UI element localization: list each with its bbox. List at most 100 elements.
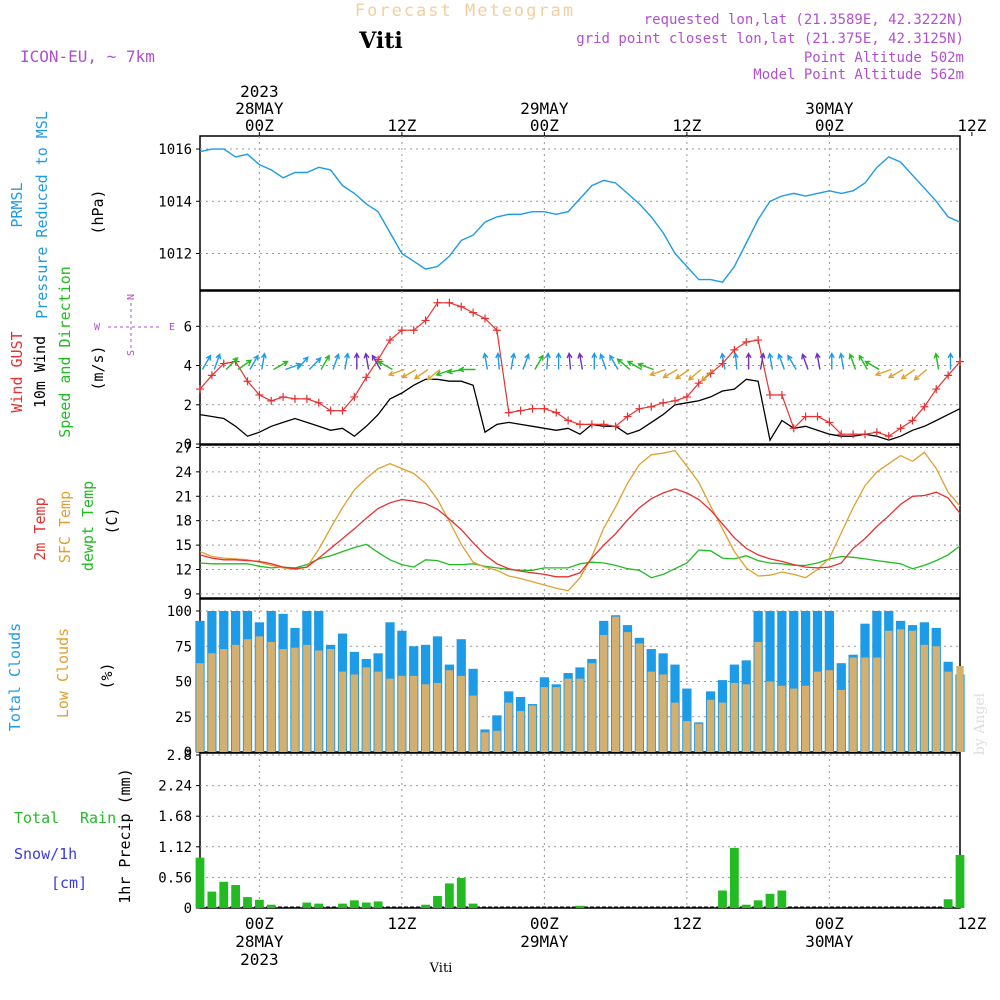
precip-bar: [207, 891, 217, 908]
low-cloud-bar: [196, 663, 204, 752]
precip-bar: [338, 903, 347, 908]
precip-bar: [349, 900, 359, 908]
gust-marker: [267, 396, 276, 405]
t2m-line: [199, 488, 961, 578]
gust-marker: [255, 390, 264, 399]
low-cloud-bar: [552, 687, 560, 752]
gust-marker: [932, 385, 941, 394]
precip-ytick-label: 0: [184, 901, 192, 917]
low-cloud-bar: [659, 674, 667, 752]
temperature-panel: 9 12 15 18 21 24 27: [175, 440, 961, 603]
wind-arrow: [759, 352, 766, 370]
precip-bar: [456, 877, 466, 908]
precip-bar: [729, 847, 739, 908]
top-time-label: 00Z: [245, 116, 274, 135]
clouds-panel: 0 25 50 75 100: [167, 598, 965, 761]
gust-marker: [279, 392, 288, 401]
header-model-alt: Model Point Altitude 562m: [753, 67, 964, 83]
gust-marker: [849, 430, 858, 439]
low-cloud-bar: [932, 646, 940, 752]
wind-ytick-label: 2: [184, 398, 192, 414]
wind-arrow: [401, 368, 417, 379]
gust-marker: [754, 336, 763, 345]
total-cloud-bar: [800, 611, 811, 752]
wind-arrow: [591, 352, 598, 370]
gust-marker: [445, 298, 454, 307]
footer-credit: by Angel: [972, 692, 988, 755]
gust-marker: [730, 345, 739, 354]
gust-marker: [623, 412, 632, 421]
gust-line: [199, 302, 961, 437]
wind-arrow: [767, 352, 774, 370]
wind-arrow: [947, 352, 954, 370]
bottom-time-label: 00Z: [245, 914, 274, 933]
clouds-ytick-label: 0: [184, 745, 192, 761]
low-cloud-bar: [861, 657, 869, 752]
precip-ytick-label: 2.24: [158, 779, 192, 795]
low-cloud-bar: [433, 682, 442, 752]
wind-label-gust: Wind GUST: [8, 331, 26, 412]
low-cloud-bar: [801, 685, 810, 752]
wind-arrow: [201, 354, 212, 370]
low-cloud-bar: [338, 671, 347, 752]
precip-bar: [444, 883, 454, 908]
low-cloud-bar: [837, 689, 845, 752]
wind-arrow: [285, 362, 302, 371]
gust-marker: [207, 371, 216, 380]
low-cloud-bar: [706, 699, 715, 752]
gust-marker: [196, 385, 204, 394]
wind-arrow: [260, 352, 267, 370]
low-cloud-bar: [944, 671, 952, 752]
precip-ytick-label: 1.68: [158, 809, 192, 825]
wind-arrow: [377, 360, 393, 371]
wind-ytick-label: 4: [184, 359, 192, 375]
top-time-label: 12Z: [672, 116, 701, 135]
gust-marker: [397, 326, 406, 335]
clouds-label-unit: (%): [98, 662, 116, 689]
precip-bar: [219, 881, 229, 908]
low-cloud-bar: [421, 684, 430, 752]
wind-arrow: [225, 357, 239, 370]
wind-arrow: [577, 352, 584, 370]
gust-marker: [884, 432, 893, 441]
low-cloud-bar: [493, 730, 501, 752]
gust-marker: [492, 326, 501, 335]
low-cloud-bar: [362, 667, 370, 752]
low-cloud-bar: [469, 695, 477, 752]
wind-arrow: [864, 360, 880, 371]
gust-marker: [825, 418, 834, 427]
gust-marker: [481, 314, 489, 323]
wind-arrow: [848, 353, 857, 370]
compass-north: N: [126, 294, 137, 300]
bottom-time-label: 29MAY: [520, 932, 569, 951]
low-cloud-bar: [564, 678, 572, 752]
low-cloud-bar: [291, 647, 299, 752]
low-cloud-bar: [647, 671, 655, 752]
wind-arrow: [858, 354, 869, 370]
pressure-label-unit: (hPa): [89, 189, 107, 234]
low-cloud-bar: [303, 644, 311, 752]
temp-label-2m: 2m Temp: [31, 497, 49, 560]
temp-label-unit: (C): [103, 507, 121, 534]
gust-marker: [956, 357, 964, 366]
wind-arrow: [777, 353, 785, 370]
low-cloud-bar: [766, 681, 774, 752]
wind-panel: 0 2 4 6: [184, 290, 964, 453]
wind-arrow: [616, 358, 631, 371]
gust-marker: [896, 424, 905, 433]
gust-marker: [694, 379, 703, 388]
precip-label-total: Total: [14, 809, 59, 827]
temp-ytick-label: 15: [175, 538, 192, 554]
top-time-label: 28MAY: [235, 99, 284, 118]
header-title: Forecast Meteogram: [355, 1, 575, 21]
precip-bar: [421, 904, 431, 908]
compass-east: E: [169, 322, 175, 333]
low-cloud-bar: [600, 634, 608, 752]
bottom-time-label: 28MAY: [235, 932, 284, 951]
wind-arrow: [482, 352, 489, 370]
gust-marker: [611, 422, 620, 431]
precip-bar: [231, 885, 241, 908]
total-cloud-bar: [682, 688, 692, 752]
